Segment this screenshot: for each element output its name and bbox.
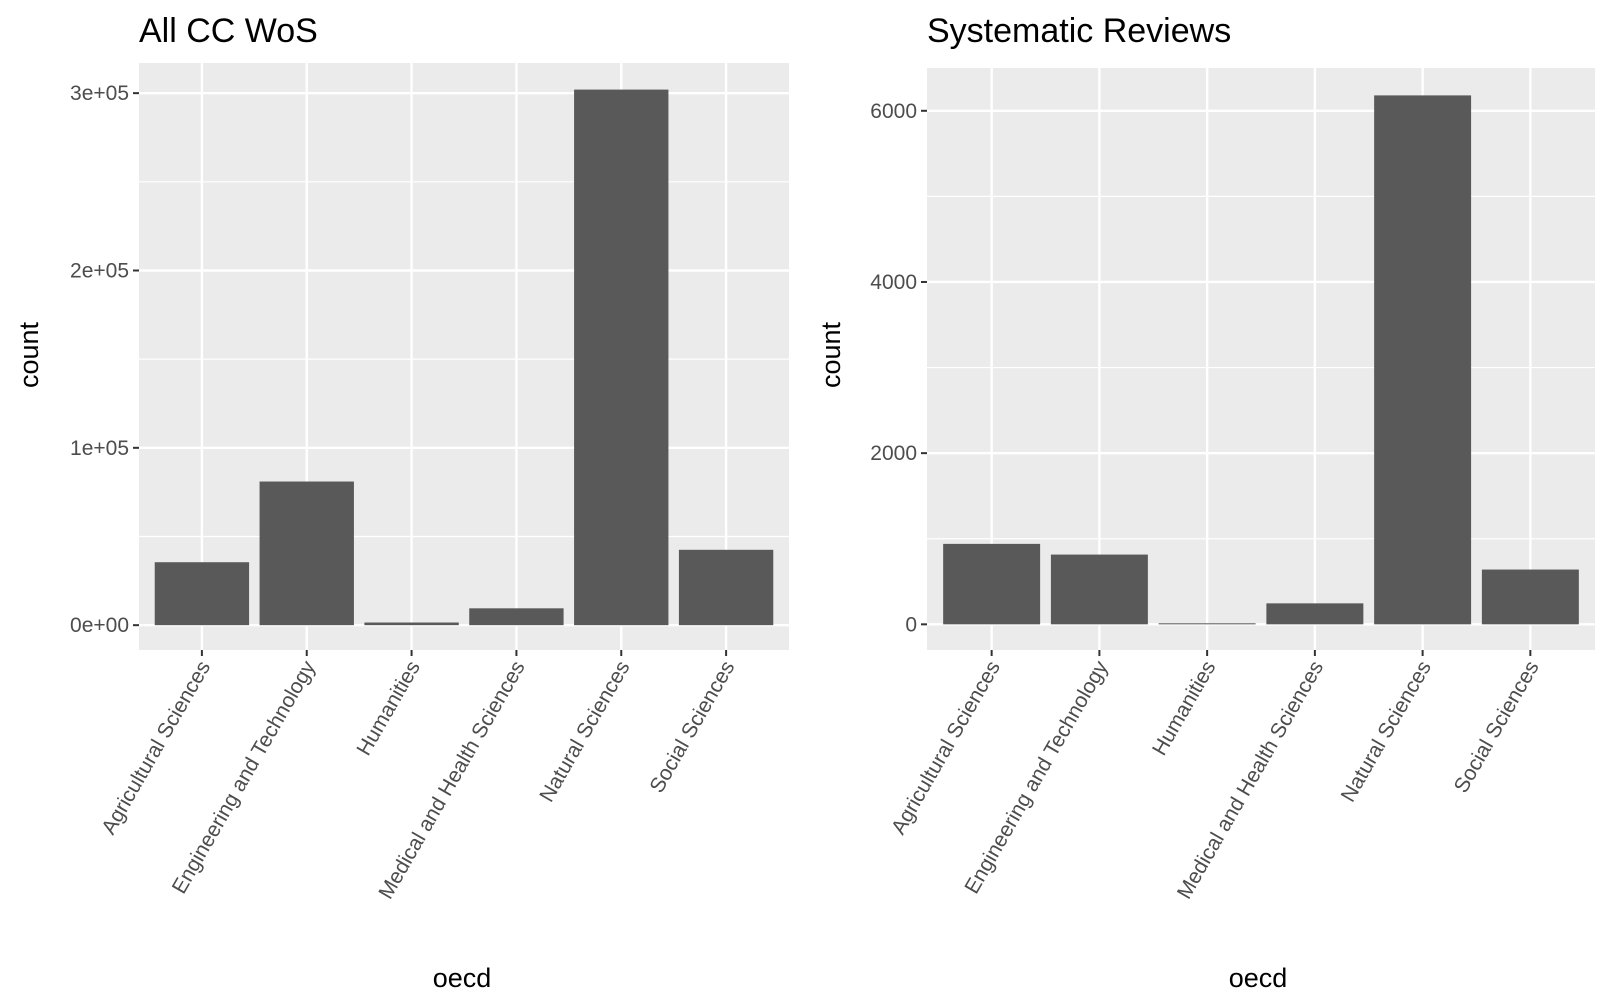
right-y-tick-label: 2000 [870, 442, 917, 465]
left-x-axis-title: oecd [433, 963, 492, 993]
left-y-tick-label: 2e+05 [70, 259, 129, 282]
right-bar [1050, 554, 1148, 625]
left-bar [678, 549, 774, 626]
right-y-axis-title: count [816, 321, 846, 388]
left-chart-title: All CC WoS [139, 12, 318, 50]
left-y-axis-title: count [14, 321, 44, 388]
left-y-tick-label: 0e+00 [70, 614, 129, 637]
left-x-tick-label: Humanities [352, 657, 424, 759]
right-bar [1158, 623, 1256, 625]
right-y-tick-label: 6000 [870, 100, 917, 123]
left-bar [364, 622, 459, 626]
left-y-tick-label: 3e+05 [70, 82, 129, 105]
right-x-tick-label: Social Sciences [1450, 657, 1544, 797]
right-x-tick-label: Agricultural Sciences [887, 657, 1005, 838]
left-bar [154, 562, 250, 626]
right-bar [943, 543, 1041, 625]
right-bar [1266, 603, 1364, 625]
right-y-tick-label: 4000 [870, 271, 917, 294]
left-bar [259, 481, 354, 626]
left-y-tick-label: 1e+05 [70, 437, 129, 460]
right-x-tick-label: Natural Sciences [1337, 657, 1436, 806]
right-x-axis-title: oecd [1229, 963, 1288, 993]
left-bar [469, 608, 564, 626]
right-y-tick-label: 0 [905, 613, 917, 636]
left-chart: All CC WoS count oecd 0e+00 1e+05 2e+05 3e+… [14, 12, 789, 993]
right-bar [1481, 569, 1579, 625]
left-x-tick-label: Agricultural Sciences [97, 657, 215, 838]
left-x-tick-label: Social Sciences [645, 657, 739, 797]
right-chart-title: Systematic Reviews [927, 12, 1231, 50]
right-bar [1374, 95, 1472, 625]
right-chart: Systematic Reviews count oecd 0 2000 4000 6… [816, 12, 1595, 993]
right-x-tick-label: Humanities [1148, 657, 1220, 759]
left-x-tick-label: Natural Sciences [535, 657, 634, 806]
left-bar [574, 89, 669, 626]
